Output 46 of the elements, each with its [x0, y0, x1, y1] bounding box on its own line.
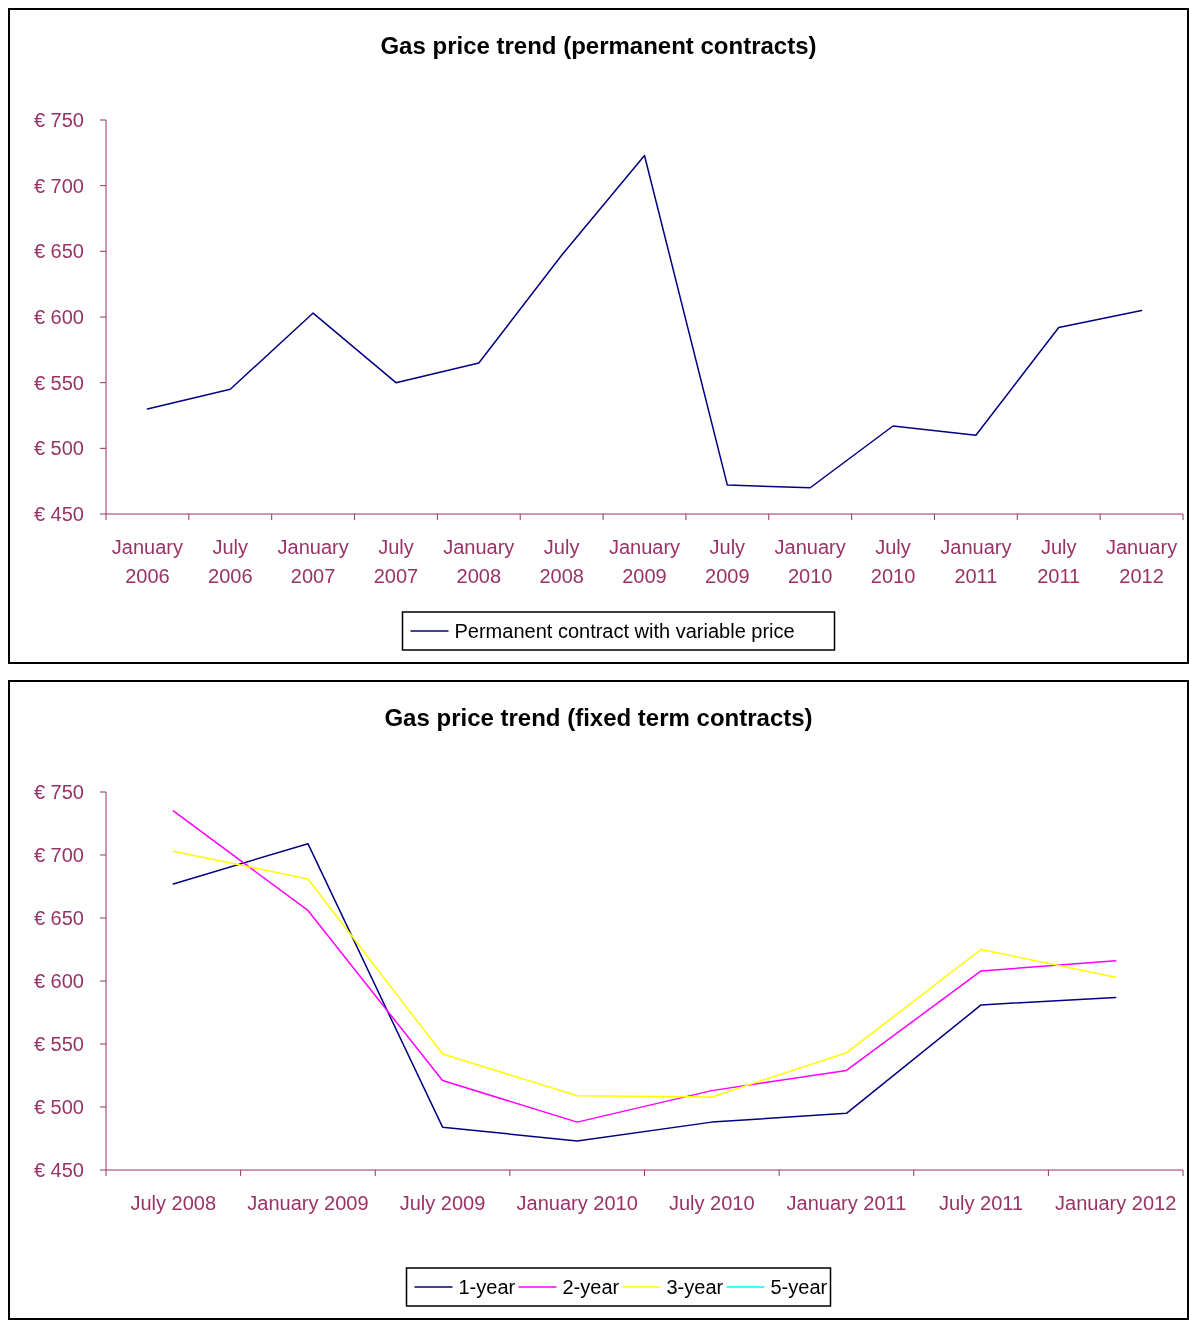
- legend-label: 1-year: [458, 1276, 516, 1298]
- x-tick-label: July 2008: [130, 1192, 217, 1214]
- x-tick-label: July 2010: [870, 536, 916, 587]
- line-series: [146, 154, 1143, 489]
- x-tick-label: January 2009: [608, 536, 681, 587]
- y-tick-label: € 650: [33, 240, 84, 263]
- x-tick-label: January 2011: [786, 1192, 907, 1214]
- y-tick-label: € 700: [33, 844, 84, 866]
- y-tick-label: € 750: [33, 781, 84, 803]
- x-tick-label: July 2009: [705, 536, 750, 587]
- y-tick-label: € 600: [33, 970, 84, 992]
- y-tick-label: € 700: [33, 174, 84, 197]
- x-tick-label: July 2007: [373, 536, 419, 587]
- x-tick-label: January 2010: [774, 536, 846, 587]
- x-tick-label: January 2010: [516, 1192, 638, 1214]
- x-tick-label: January 2008: [443, 536, 515, 587]
- x-tick-label: July 2006: [208, 536, 253, 587]
- x-tick-label: January 2007: [277, 536, 349, 587]
- y-tick-label: € 500: [33, 1096, 84, 1118]
- y-tick-label: € 550: [33, 371, 84, 394]
- y-tick-label: € 450: [33, 1159, 84, 1181]
- x-tick-label: July 2009: [399, 1192, 486, 1214]
- y-tick-label: € 450: [33, 503, 84, 525]
- legend-label: Permanent contract with variable price: [454, 620, 795, 642]
- x-tick-label: July 2011: [1037, 536, 1081, 587]
- y-tick-label: € 750: [33, 109, 84, 131]
- legend-label: 5-year: [770, 1276, 828, 1298]
- chart-title: Gas price trend (permanent contracts): [380, 32, 817, 59]
- y-tick-label: € 650: [33, 907, 84, 929]
- line-series: [172, 850, 1117, 1098]
- y-tick-label: € 600: [33, 306, 84, 328]
- chart-title: Gas price trend (fixed term contracts): [384, 704, 813, 731]
- x-tick-label: January 2011: [940, 536, 1012, 587]
- y-tick-label: € 550: [33, 1033, 84, 1055]
- line-series: [172, 810, 1117, 1123]
- x-tick-label: July 2010: [669, 1192, 755, 1214]
- legend-label: 3-year: [666, 1276, 724, 1298]
- y-tick-label: € 500: [33, 437, 84, 460]
- x-tick-label: July 2011: [938, 1192, 1024, 1214]
- x-tick-label: January 2012: [1055, 1192, 1177, 1214]
- x-tick-label: January 2009: [247, 1192, 369, 1214]
- x-tick-label: January 2006: [111, 536, 183, 587]
- legend-label: 2-year: [562, 1276, 620, 1298]
- line-series: [172, 842, 1117, 1142]
- x-tick-label: July 2008: [539, 536, 584, 587]
- x-tick-label: January 2012: [1106, 536, 1178, 587]
